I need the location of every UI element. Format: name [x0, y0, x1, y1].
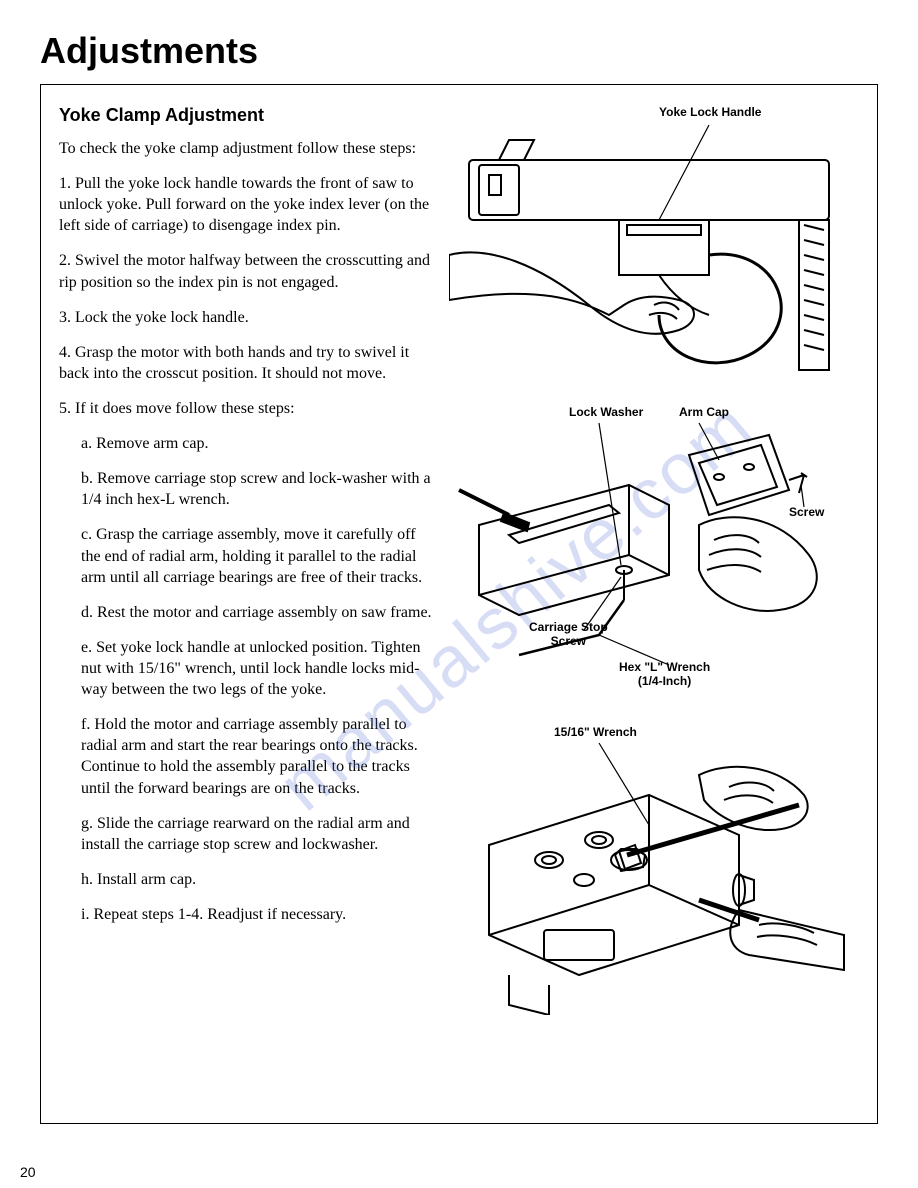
arm-cap-diagram — [449, 405, 849, 695]
substep-g: g. Slide the carriage rearward on the ra… — [59, 813, 439, 855]
label-arm-cap: Arm Cap — [679, 405, 729, 419]
label-yoke-lock-handle: Yoke Lock Handle — [659, 105, 761, 119]
label-screw: Screw — [789, 505, 824, 519]
content-box: manualshive.com Yoke Clamp Adjustment To… — [40, 84, 878, 1124]
yoke-lock-diagram — [449, 105, 849, 385]
figure-wrench: 15/16" Wrench — [449, 725, 859, 1025]
label-hex-wrench: Hex "L" Wrench (1/4-Inch) — [619, 660, 710, 688]
substep-i: i. Repeat steps 1-4. Readjust if necessa… — [59, 904, 439, 925]
text-column: Yoke Clamp Adjustment To check the yoke … — [59, 105, 439, 1103]
substep-d: d. Rest the motor and carriage assembly … — [59, 602, 439, 623]
intro-paragraph: To check the yoke clamp adjustment follo… — [59, 138, 439, 159]
label-wrench: 15/16" Wrench — [554, 725, 637, 739]
step-2: 2. Swivel the motor halfway between the … — [59, 250, 439, 292]
substep-a: a. Remove arm cap. — [59, 433, 439, 454]
wrench-diagram — [449, 725, 849, 1015]
step-3: 3. Lock the yoke lock handle. — [59, 307, 439, 328]
figure-yoke-lock: Yoke Lock Handle — [449, 105, 859, 395]
label-carriage-stop-screw: Carriage Stop Screw — [529, 620, 608, 648]
substep-b: b. Remove carriage stop screw and lock-w… — [59, 468, 439, 510]
page-title: Adjustments — [40, 30, 878, 72]
label-lock-washer: Lock Washer — [569, 405, 643, 419]
step-5: 5. If it does move follow these steps: — [59, 398, 439, 419]
substep-c: c. Grasp the carriage assembly, move it … — [59, 524, 439, 587]
substep-e: e. Set yoke lock handle at unlocked posi… — [59, 637, 439, 700]
substep-h: h. Install arm cap. — [59, 869, 439, 890]
figure-column: Yoke Lock Handle — [449, 105, 859, 1103]
step-4: 4. Grasp the motor with both hands and t… — [59, 342, 439, 384]
substep-f: f. Hold the motor and carriage assembly … — [59, 714, 439, 798]
step-1: 1. Pull the yoke lock handle towards the… — [59, 173, 439, 236]
figure-arm-cap: Lock Washer Arm Cap Screw Carriage Stop … — [449, 405, 859, 705]
page-number: 20 — [20, 1164, 36, 1180]
section-title: Yoke Clamp Adjustment — [59, 105, 439, 126]
page: Adjustments manualshive.com Yoke Clamp A… — [0, 0, 918, 1188]
